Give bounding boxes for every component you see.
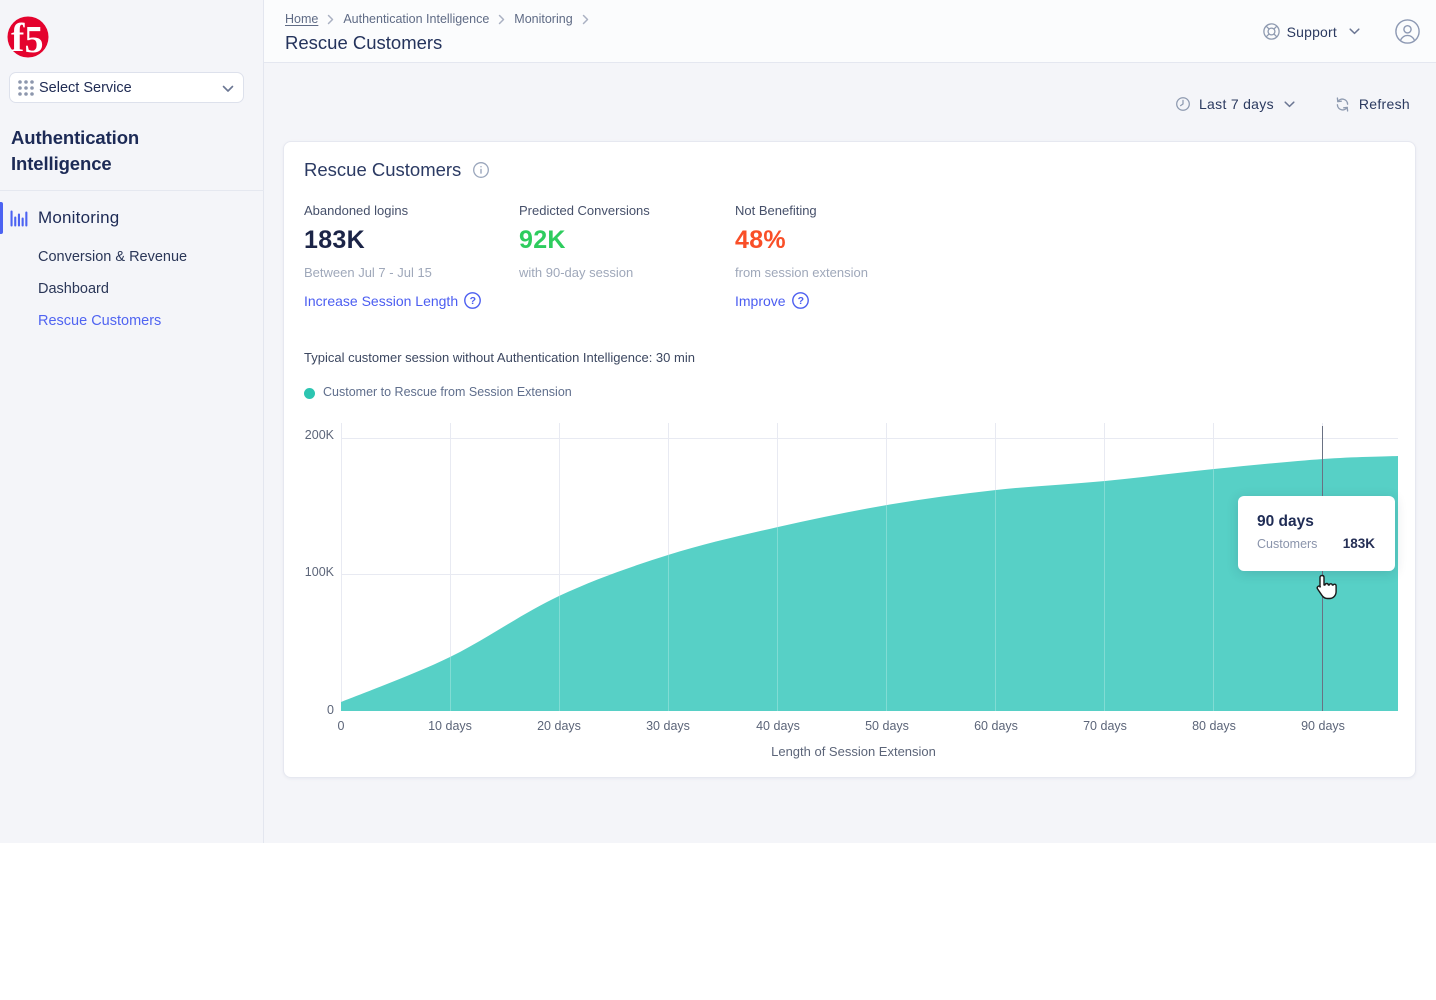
svg-text:?: ? — [797, 295, 803, 307]
svg-text:?: ? — [470, 295, 476, 307]
svg-text:5: 5 — [25, 19, 44, 58]
svg-text:f: f — [11, 16, 25, 58]
